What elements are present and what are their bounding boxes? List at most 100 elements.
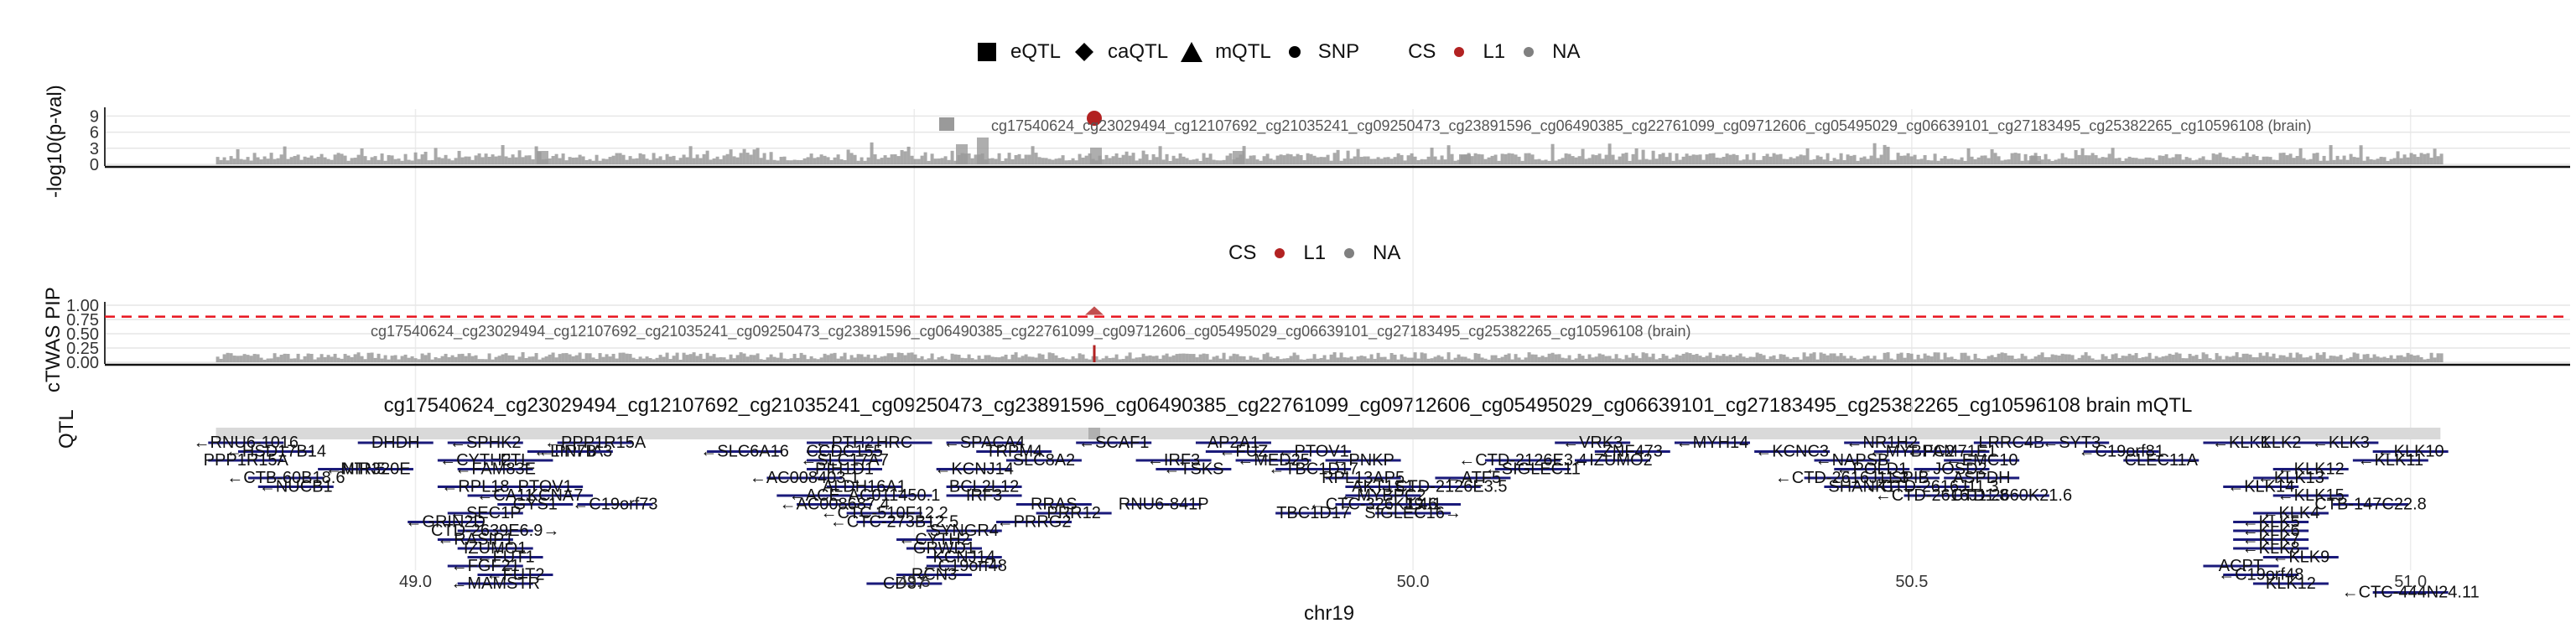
data-bar: [1145, 356, 1149, 362]
data-bar: [1634, 356, 1639, 362]
data-bar: [625, 159, 629, 164]
data-bar: [950, 353, 954, 362]
data-bar: [990, 356, 995, 362]
data-bar: [1010, 158, 1015, 164]
data-bar: [309, 354, 314, 362]
data-bar: [1903, 155, 1907, 164]
data-bar: [1282, 358, 1286, 362]
data-bar: [474, 355, 478, 362]
data-bar: [1222, 159, 1226, 164]
data-bar: [893, 356, 897, 362]
gene-label: ←SIGLEC11: [1485, 460, 1581, 479]
data-bar: [2221, 359, 2225, 362]
data-bar: [2178, 353, 2182, 362]
data-bar: [1950, 356, 1954, 362]
data-bar: [2231, 356, 2236, 362]
data-bar: [1742, 356, 1746, 362]
data-bar: [1936, 352, 1940, 362]
data-bar: [1071, 356, 1075, 362]
gene-label: KCNA7: [527, 486, 584, 505]
data-bar: [1728, 354, 1732, 362]
data-bar: [1255, 159, 1259, 164]
data-bar: [1054, 355, 1058, 362]
circle-icon: [1517, 40, 1540, 64]
data-bar: [712, 158, 716, 164]
data-bar: [437, 157, 441, 164]
gene-label: ←FUZ: [1218, 443, 1268, 461]
gene-label: ←POLD1: [1836, 460, 1908, 479]
data-bar: [1785, 356, 1789, 362]
data-bar: [1634, 148, 1639, 164]
data-bar: [846, 149, 850, 164]
data-bar: [2208, 358, 2212, 362]
data-bar: [1916, 355, 1920, 362]
gene-label: ←GRIN2D: [405, 513, 486, 532]
data-bar: [1430, 358, 1434, 362]
data-bar: [1651, 353, 1655, 362]
gene-label: AKT1S1: [1352, 478, 1414, 496]
data-bar: [246, 157, 250, 164]
data-bar: [400, 160, 404, 164]
data-bar: [1319, 357, 1323, 362]
data-bar: [2439, 353, 2444, 362]
data-bar: [2050, 354, 2054, 362]
data-bar: [759, 359, 763, 362]
data-bar: [1520, 160, 1524, 164]
data-bar: [1507, 353, 1511, 362]
data-bar: [1943, 156, 1947, 164]
data-bar: [1027, 154, 1031, 164]
data-bar: [2154, 159, 2158, 164]
data-bar: [403, 153, 408, 164]
data-bar: [1530, 154, 1535, 164]
data-bar: [2158, 357, 2162, 362]
data-bar: [236, 148, 240, 164]
data-bar: [229, 156, 233, 164]
data-bar: [1752, 356, 1756, 362]
data-bar: [1111, 156, 1115, 164]
data-bar: [1997, 156, 2001, 164]
gene-label: ←NUCB1: [259, 478, 333, 496]
data-bar: [739, 153, 743, 164]
data-bar: [2164, 153, 2168, 164]
data-bar: [2188, 353, 2192, 362]
data-bar: [1051, 159, 1055, 164]
data-bar: [2201, 352, 2205, 362]
data-bar: [1933, 153, 1937, 164]
data-bar: [467, 156, 471, 164]
data-bar: [578, 352, 582, 362]
data-bar: [1607, 143, 1612, 164]
data-bar: [1228, 153, 1233, 164]
data-bar: [1785, 158, 1789, 164]
data-bar: [621, 352, 626, 362]
data-bar: [1021, 356, 1025, 362]
data-bar: [1165, 353, 1169, 362]
data-bar: [1088, 153, 1092, 164]
data-bar: [927, 358, 931, 362]
data-bar: [1192, 354, 1196, 362]
data-bar: [1118, 158, 1122, 164]
data-bar: [756, 353, 760, 362]
data-bar: [806, 359, 810, 362]
data-bar: [789, 358, 793, 362]
data-bar: [306, 353, 310, 362]
data-bar: [2127, 156, 2132, 164]
data-bar: [799, 159, 803, 164]
data-bar: [816, 157, 820, 164]
data-bar: [886, 353, 891, 362]
data-bar: [2426, 358, 2430, 362]
legend-item-label: mQTL: [1215, 40, 1271, 63]
data-bar: [1953, 159, 1957, 164]
data-bar: [2376, 356, 2380, 362]
data-bar: [1795, 356, 1800, 362]
data-bar: [2342, 359, 2346, 362]
data-bar: [1950, 158, 1954, 164]
data-bar: [564, 353, 569, 362]
data-bar: [705, 150, 709, 164]
data-bar: [970, 358, 974, 362]
legend-item-label: eQTL: [1010, 40, 1062, 63]
data-bar: [1265, 352, 1270, 362]
data-bar: [1182, 353, 1186, 362]
data-bar: [990, 158, 995, 164]
data-bar: [903, 151, 907, 164]
data-bar: [279, 154, 283, 164]
